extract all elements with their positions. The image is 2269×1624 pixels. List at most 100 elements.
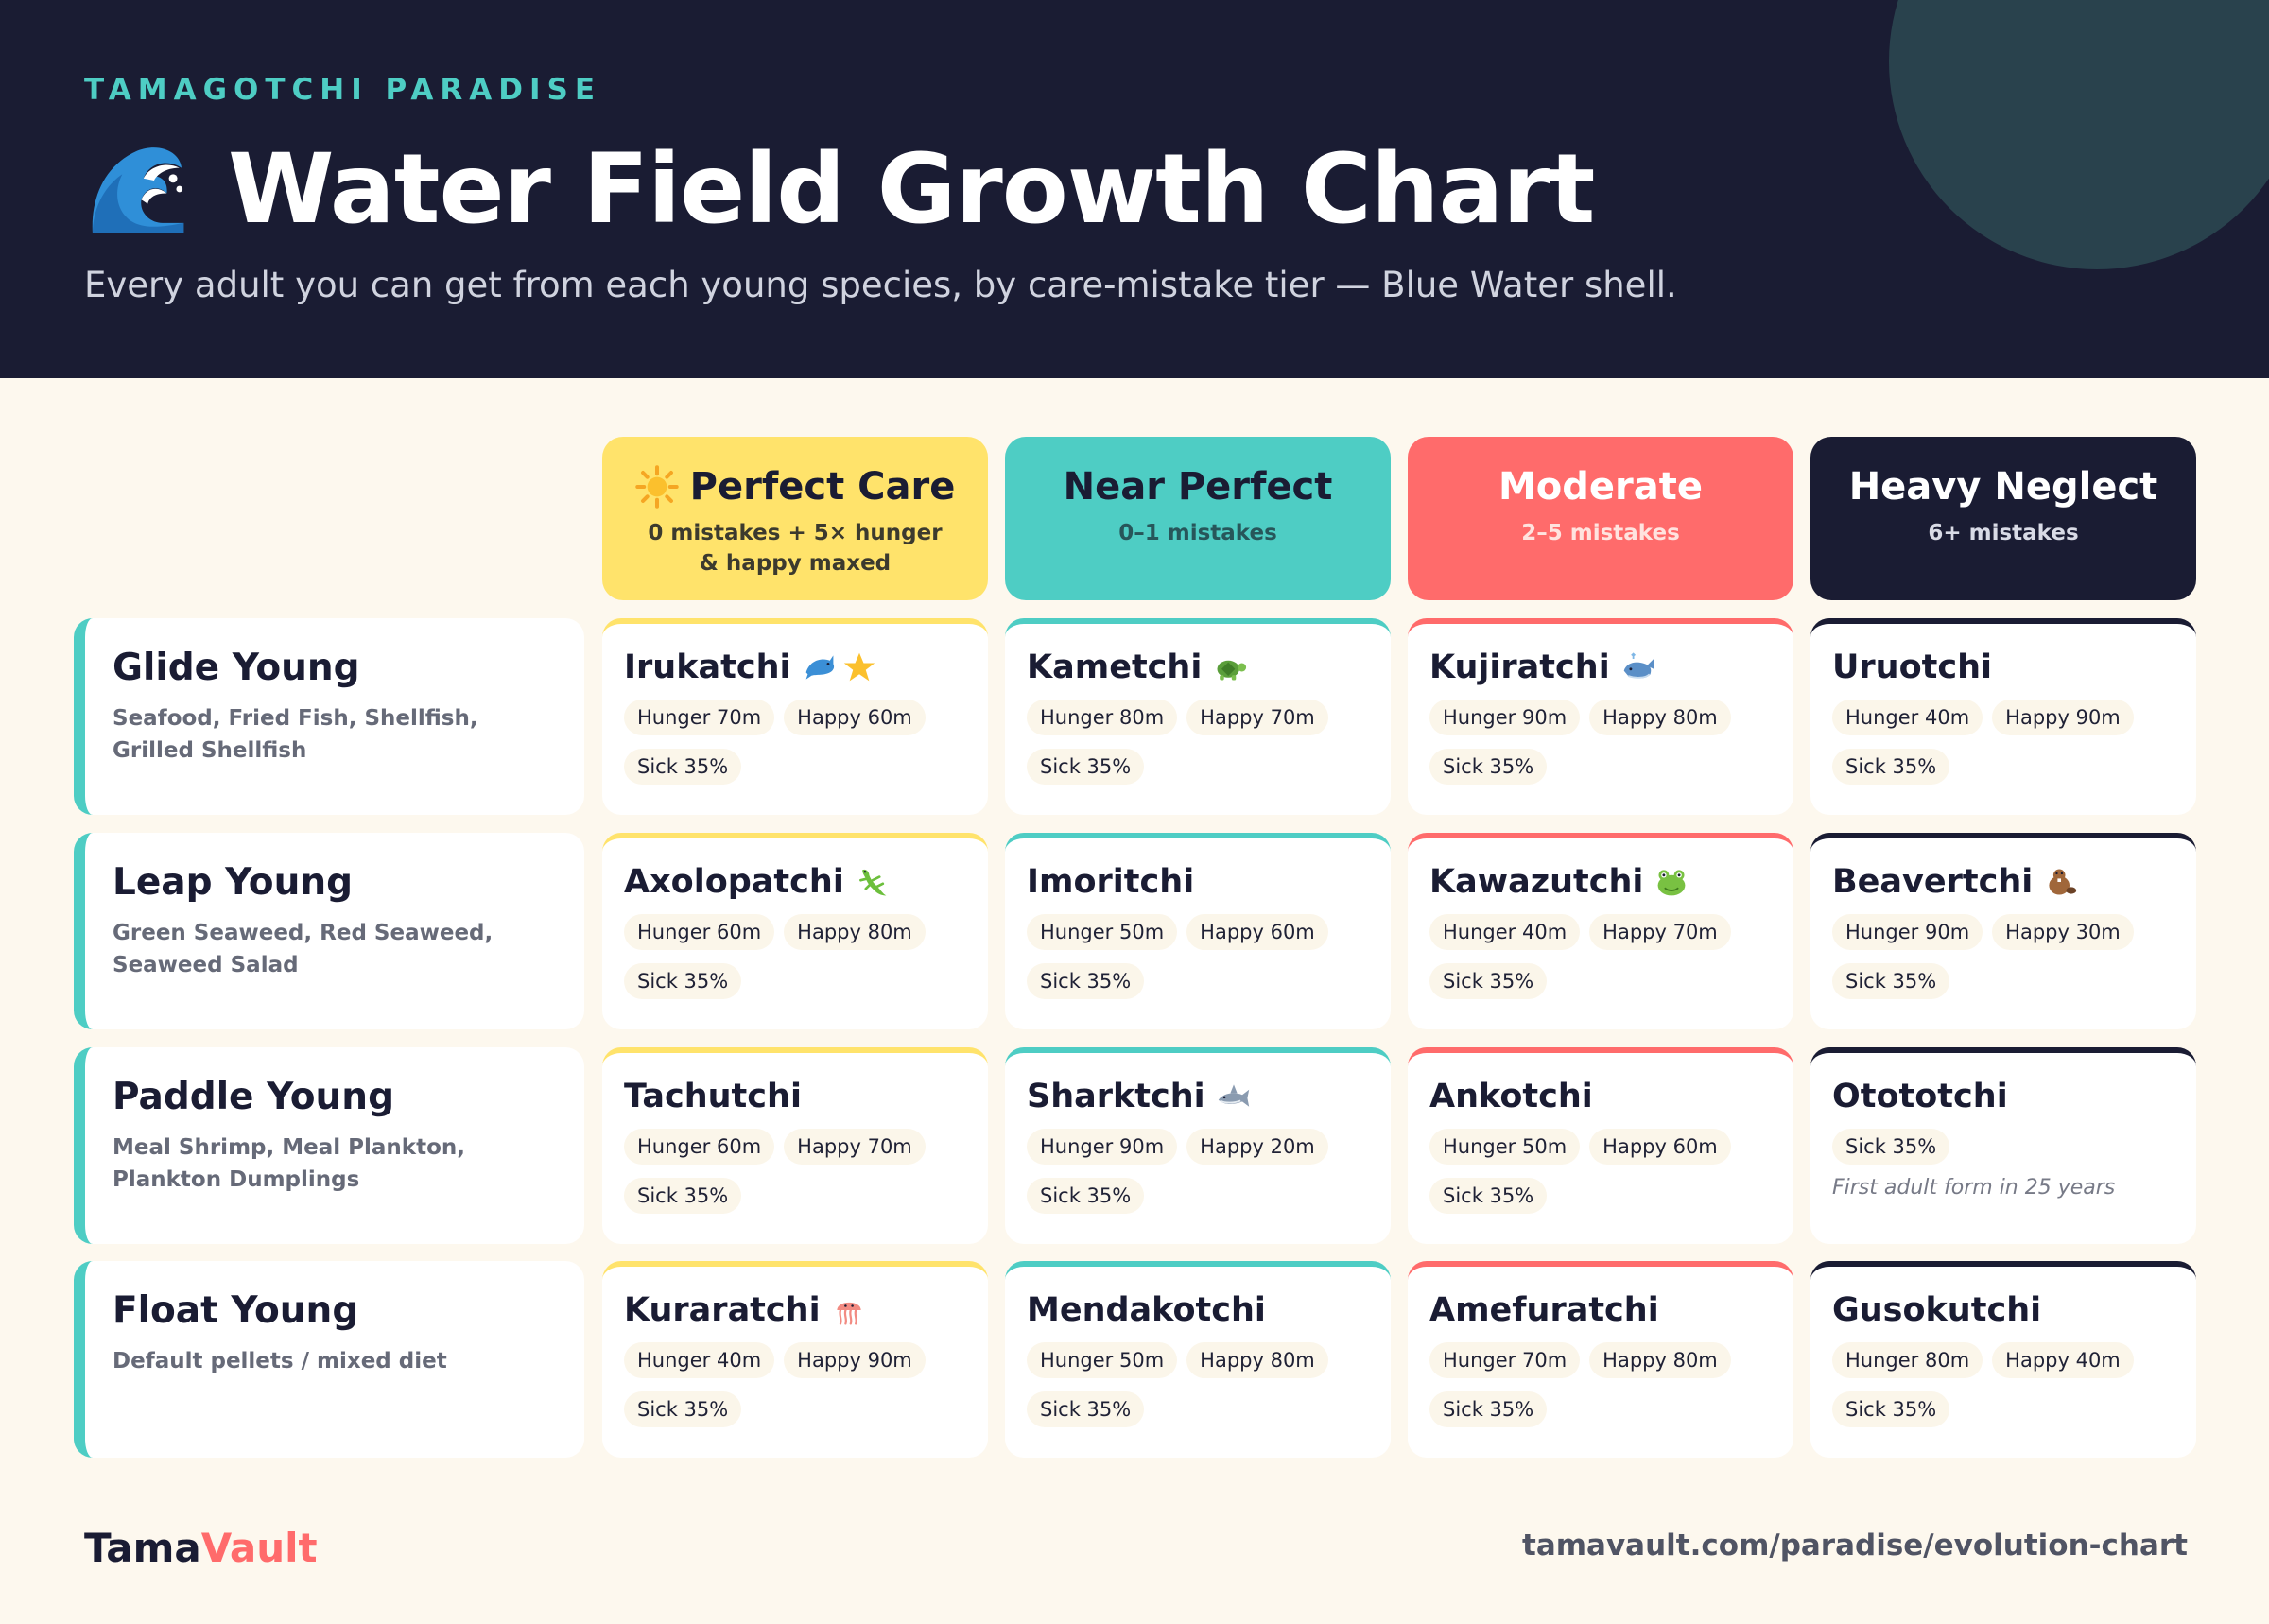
shark-icon (1218, 1084, 1249, 1107)
young-diet: Meal Shrimp, Meal Plankton, Plankton Dum… (113, 1135, 465, 1192)
tier-header-near-perfect: Near Perfect 0–1 mistakes (1005, 437, 1391, 600)
tier-subtitle: 6+ mistakes (1928, 521, 2079, 545)
hunger-chip: Hunger 40m (624, 1342, 775, 1378)
adult-cell: Axolopatchi Hunger 60m Happy 80m Sick 35… (602, 833, 988, 1029)
sick-chip: Sick 35% (1429, 963, 1548, 999)
happy-chip: Happy 70m (1186, 700, 1328, 735)
adult-cell: Tachutchi Hunger 60m Happy 70m Sick 35% (602, 1047, 988, 1244)
decorative-circle (1889, 0, 2269, 269)
title-row: Water Field Growth Chart (84, 128, 1595, 251)
hunger-chip: Hunger 40m (1429, 914, 1581, 950)
adult-cell: Ankotchi Hunger 50m Happy 60m Sick 35% (1408, 1047, 1793, 1244)
header: TAMAGOTCHI PARADISE Water Field Growth C… (0, 0, 2269, 378)
young-card-float: Float Young Default pellets / mixed diet (74, 1261, 584, 1458)
hunger-chip: Hunger 90m (1027, 1129, 1178, 1165)
young-diet: Seafood, Fried Fish, Shellfish, Grilled … (113, 706, 478, 763)
happy-chip: Happy 60m (784, 700, 926, 735)
tier-header-heavy-neglect: Heavy Neglect 6+ mistakes (1810, 437, 2196, 600)
young-card-leap: Leap Young Green Seaweed, Red Seaweed, S… (74, 833, 584, 1029)
happy-chip: Happy 80m (1186, 1342, 1328, 1378)
turtle-icon (1217, 660, 1247, 681)
hunger-chip: Hunger 40m (1832, 700, 1983, 735)
sick-chip: Sick 35% (1832, 749, 1950, 785)
beaver-icon (2049, 869, 2077, 895)
adult-cell: Uruotchi Hunger 40m Happy 90m Sick 35% (1810, 618, 2196, 815)
adult-cell: Kawazutchi Hunger 40m Happy 70m Sick 35% (1408, 833, 1793, 1029)
happy-chip: Happy 60m (1186, 914, 1328, 950)
footer-url-link[interactable]: tamavault.com/paradise/evolution-chart (1522, 1529, 2188, 1563)
tamavault-logo[interactable]: TamaVault (84, 1525, 318, 1571)
young-name: Leap Young (113, 861, 354, 904)
adult-name: Amefuratchi (1429, 1291, 1659, 1329)
sick-chip: Sick 35% (624, 1391, 742, 1427)
adult-name: Gusokutchi (1832, 1291, 2042, 1329)
adult-name: Kametchi (1027, 648, 1203, 686)
adult-cell: Sharktchi Hunger 90m Happy 20m Sick 35% (1005, 1047, 1391, 1244)
tier-name: Moderate (1498, 465, 1703, 509)
hunger-chip: Hunger 50m (1429, 1129, 1581, 1165)
adult-name: Otototchi (1832, 1078, 2008, 1115)
adult-name: Uruotchi (1832, 648, 1993, 686)
happy-chip: Happy 90m (784, 1342, 926, 1378)
adult-cell: Gusokutchi Hunger 80m Happy 40m Sick 35% (1810, 1261, 2196, 1458)
adult-cell: Kujiratchi Hunger 90m Happy 80m Sick 35% (1408, 618, 1793, 815)
whale-icon (1623, 652, 1654, 679)
tier-header-perfect-care: Perfect Care 0 mistakes + 5× hunger & ha… (602, 437, 988, 600)
sick-chip: Sick 35% (1832, 1391, 1950, 1427)
adult-cell: Kametchi Hunger 80m Happy 70m Sick 35% (1005, 618, 1391, 815)
young-diet: Green Seaweed, Red Seaweed, Seaweed Sala… (113, 921, 494, 977)
sick-chip: Sick 35% (1429, 749, 1548, 785)
happy-chip: Happy 70m (1589, 914, 1731, 950)
frog-icon (1657, 870, 1686, 896)
adult-name: Irukatchi (624, 648, 791, 686)
happy-chip: Happy 40m (1992, 1342, 2134, 1378)
sick-chip: Sick 35% (624, 963, 742, 999)
sick-chip: Sick 35% (1027, 1178, 1145, 1214)
adult-name: Ankotchi (1429, 1078, 1593, 1115)
hunger-chip: Hunger 80m (1832, 1342, 1983, 1378)
adult-name: Axolopatchi (624, 863, 844, 901)
sick-chip: Sick 35% (1832, 963, 1950, 999)
sick-chip: Sick 35% (1027, 1391, 1145, 1427)
hunger-chip: Hunger 70m (1429, 1342, 1581, 1378)
happy-chip: Happy 80m (784, 914, 926, 950)
young-card-paddle: Paddle Young Meal Shrimp, Meal Plankton,… (74, 1047, 584, 1244)
sick-chip: Sick 35% (1027, 749, 1145, 785)
hunger-chip: Hunger 90m (1832, 914, 1983, 950)
adult-name: Imoritchi (1027, 863, 1195, 901)
star-icon (843, 652, 875, 682)
dolphin-icon (805, 655, 834, 680)
young-name: Paddle Young (113, 1076, 394, 1118)
hunger-chip: Hunger 60m (624, 1129, 775, 1165)
adult-cell: Kuraratchi Hunger 40m Happy 90m Sick 35% (602, 1261, 988, 1458)
logo-part-tama: Tama (84, 1525, 201, 1571)
happy-chip: Happy 60m (1589, 1129, 1731, 1165)
brand-eyebrow: TAMAGOTCHI PARADISE (84, 73, 602, 107)
tier-subtitle: 0 mistakes + 5× hunger & happy maxed (648, 521, 943, 576)
sick-chip: Sick 35% (624, 749, 742, 785)
tier-subtitle: 2–5 mistakes (1521, 521, 1680, 545)
adult-name: Sharktchi (1027, 1078, 1205, 1115)
adult-cell: Amefuratchi Hunger 70m Happy 80m Sick 35… (1408, 1261, 1793, 1458)
young-name: Float Young (113, 1289, 359, 1332)
sick-chip: Sick 35% (1027, 963, 1145, 999)
adult-name: Kujiratchi (1429, 648, 1610, 686)
tier-name: Near Perfect (1063, 465, 1333, 509)
hunger-chip: Hunger 50m (1027, 1342, 1178, 1378)
happy-chip: Happy 30m (1992, 914, 2134, 950)
adult-name: Beavertchi (1832, 863, 2034, 901)
hunger-chip: Hunger 70m (624, 700, 775, 735)
adult-cell: Otototchi Sick 35% First adult form in 2… (1810, 1047, 2196, 1244)
young-name: Glide Young (113, 647, 360, 689)
sick-chip: Sick 35% (1429, 1178, 1548, 1214)
sick-chip: Sick 35% (1832, 1129, 1950, 1165)
sick-chip: Sick 35% (624, 1178, 742, 1214)
hunger-chip: Hunger 80m (1027, 700, 1178, 735)
hunger-chip: Hunger 60m (624, 914, 775, 950)
adult-cell: Mendakotchi Hunger 50m Happy 80m Sick 35… (1005, 1261, 1391, 1458)
page-subtitle: Every adult you can get from each young … (84, 265, 1677, 305)
water-wave-icon (92, 147, 184, 234)
tier-name: Heavy Neglect (1848, 465, 2158, 509)
jellyfish-icon (836, 1302, 861, 1325)
adult-name: Kuraratchi (624, 1291, 821, 1329)
